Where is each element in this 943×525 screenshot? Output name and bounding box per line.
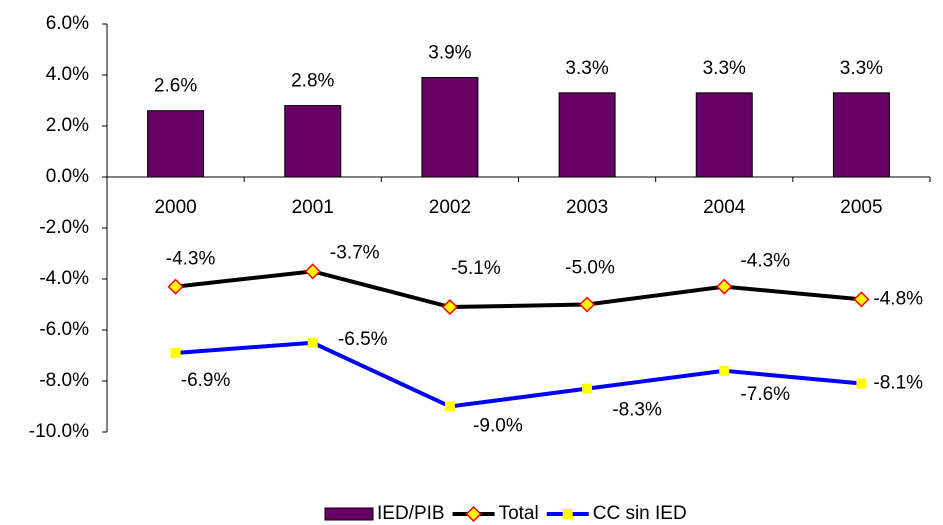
y-tick-label: 6.0% bbox=[46, 13, 89, 34]
data-label: -9.0% bbox=[473, 416, 523, 437]
y-tick-label: -10.0% bbox=[29, 421, 89, 442]
legend-swatch bbox=[324, 507, 374, 521]
y-tick-label: -4.0% bbox=[39, 268, 89, 289]
y-tick-label: 4.0% bbox=[46, 64, 89, 85]
bar bbox=[421, 77, 479, 178]
y-tick-label: 2.0% bbox=[46, 115, 89, 136]
data-label: -3.7% bbox=[330, 242, 380, 263]
y-tick-label: -2.0% bbox=[39, 217, 89, 238]
legend-marker bbox=[562, 509, 573, 519]
data-label: -4.8% bbox=[873, 288, 923, 309]
bar bbox=[695, 92, 753, 178]
marker bbox=[444, 401, 455, 412]
legend-label: CC sin IED bbox=[593, 503, 687, 524]
data-label: -7.6% bbox=[740, 384, 790, 405]
bar bbox=[558, 92, 616, 178]
data-label: -6.5% bbox=[338, 329, 388, 350]
marker bbox=[170, 347, 181, 358]
data-label: -4.3% bbox=[166, 249, 216, 270]
y-tick-label: 0.0% bbox=[46, 166, 89, 187]
data-label: -5.0% bbox=[565, 258, 615, 279]
x-tick-label: 2000 bbox=[154, 197, 196, 218]
x-tick-label: 2004 bbox=[703, 197, 746, 218]
legend-marker bbox=[465, 505, 482, 523]
marker bbox=[856, 378, 867, 389]
bar bbox=[832, 92, 890, 178]
y-tick-label: -8.0% bbox=[39, 370, 89, 391]
data-label: 2.6% bbox=[154, 76, 197, 97]
data-label: -8.3% bbox=[612, 400, 662, 421]
y-tick-label: -6.0% bbox=[39, 319, 89, 340]
x-tick-label: 2005 bbox=[840, 197, 882, 218]
marker bbox=[579, 296, 596, 313]
marker bbox=[441, 298, 458, 316]
marker bbox=[167, 278, 184, 295]
line bbox=[175, 269, 862, 310]
x-tick-label: 2002 bbox=[429, 197, 471, 218]
data-label: -5.1% bbox=[451, 258, 501, 279]
data-label: 2.8% bbox=[291, 71, 334, 92]
x-tick-label: 2001 bbox=[292, 197, 334, 218]
marker bbox=[307, 337, 318, 348]
bar bbox=[284, 105, 342, 178]
marker bbox=[304, 263, 321, 280]
data-label: -6.9% bbox=[181, 370, 231, 391]
legend-label: Total bbox=[499, 503, 539, 524]
x-tick-label: 2003 bbox=[566, 197, 608, 218]
data-label: 3.3% bbox=[565, 58, 608, 79]
legend-label: IED/PIB bbox=[377, 503, 445, 524]
data-label: -4.3% bbox=[740, 251, 790, 272]
data-label: 3.3% bbox=[703, 58, 746, 79]
data-label: -8.1% bbox=[873, 373, 923, 394]
line bbox=[175, 340, 862, 409]
data-label: 3.3% bbox=[840, 58, 883, 79]
marker bbox=[719, 365, 730, 376]
bar bbox=[147, 110, 205, 178]
marker bbox=[582, 383, 593, 394]
marker bbox=[853, 291, 870, 308]
marker bbox=[716, 278, 733, 295]
data-label: 3.9% bbox=[428, 43, 471, 64]
